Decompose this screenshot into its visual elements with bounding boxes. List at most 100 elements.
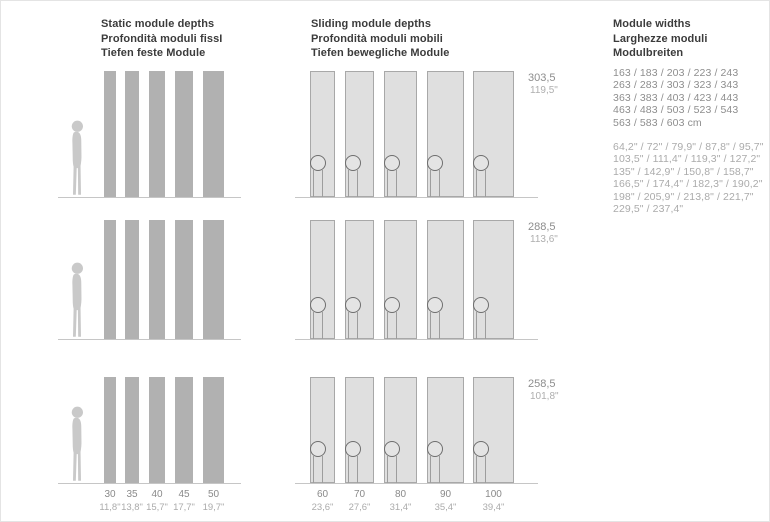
- sliding-module-panel-90cm: [427, 377, 464, 483]
- static-module-bar-40cm: [149, 71, 165, 197]
- sliding-depth-inch-label: 31,4": [389, 502, 412, 513]
- wheel-fork-line: [313, 456, 314, 483]
- static-depth-inch-label: 17,7": [173, 502, 195, 513]
- wheel-fork-line: [485, 312, 486, 339]
- sliding-depths-heading: Sliding module depths Profondità moduli …: [311, 17, 450, 61]
- sliding-wheel-icon: [345, 155, 361, 171]
- sliding-wheel-icon: [345, 297, 361, 313]
- widths-inch-line: 198" / 205,9" / 213,8" / 221,7": [613, 190, 754, 203]
- sliding-ground-line: [295, 483, 538, 484]
- sliding-wheel-icon: [427, 441, 443, 457]
- wheel-fork-line: [439, 312, 440, 339]
- wheel-fork-line: [357, 170, 358, 197]
- wheel-fork-line: [396, 312, 397, 339]
- heading-line: Modulbreiten: [613, 47, 684, 59]
- wheel-fork-line: [387, 456, 388, 483]
- widths-inch-line: 103,5" / 111,4" / 119,3" / 127,2": [613, 153, 761, 166]
- module-height-label: 288,5 113,6": [528, 221, 558, 246]
- heading-line: Static module depths: [101, 18, 215, 30]
- static-module-bar-40cm: [149, 220, 165, 339]
- static-module-bar-50cm: [203, 220, 224, 339]
- height-inch-value: 101,8": [530, 391, 559, 402]
- human-figure: [65, 262, 89, 339]
- module-widths-heading: Module widths Larghezze moduli Modulbrei…: [613, 17, 708, 61]
- wheel-fork-line: [476, 170, 477, 197]
- widths-inch-line: 166,5" / 174,4" / 182,3" / 190,2": [613, 178, 763, 191]
- module-height-label: 303,5 119,5": [528, 72, 558, 97]
- heading-line: Profondità moduli mobili: [311, 32, 443, 45]
- wheel-fork-line: [439, 456, 440, 483]
- sliding-module-panel-90cm: [427, 71, 464, 197]
- sliding-wheel-icon: [384, 297, 400, 313]
- wheel-fork-line: [387, 170, 388, 197]
- human-figure: [65, 120, 89, 197]
- static-depths-heading: Static module depths Profondità moduli f…: [101, 17, 222, 61]
- sliding-module-panel-90cm: [427, 220, 464, 339]
- sliding-module-panel-100cm: [473, 220, 514, 339]
- sliding-wheel-icon: [473, 441, 489, 457]
- widths-inch-line: 135" / 142,9" / 150,8" / 158,7": [613, 165, 754, 178]
- sliding-depth-inch-label: 27,6": [348, 502, 371, 513]
- widths-inch-line: 64,2" / 72" / 79,9" / 87,8" / 95,7": [613, 141, 764, 153]
- static-ground-line: [58, 339, 241, 340]
- static-module-bar-50cm: [203, 71, 224, 197]
- height-cm-value: 288,5: [528, 221, 556, 233]
- static-module-bar-45cm: [175, 377, 193, 483]
- wheel-fork-line: [313, 170, 314, 197]
- wheel-fork-line: [322, 312, 323, 339]
- heading-line: Tiefen feste Module: [101, 47, 206, 59]
- heading-line: Larghezze moduli: [613, 32, 708, 45]
- static-depth-inch-label: 11,8": [99, 502, 121, 513]
- human-figure: [65, 406, 89, 483]
- sliding-module-panel-80cm: [384, 220, 417, 339]
- sliding-depth-inch-label: 35,4": [434, 502, 457, 513]
- module-widths-inch-list: 64,2" / 72" / 79,9" / 87,8" / 95,7" 103,…: [613, 141, 764, 215]
- wheel-fork-line: [430, 312, 431, 339]
- wheel-fork-line: [476, 312, 477, 339]
- widths-cm-line: 363 / 383 / 403 / 423 / 443: [613, 91, 739, 104]
- sliding-module-panel-100cm: [473, 71, 514, 197]
- static-depth-cm-label: 50: [207, 489, 220, 500]
- wheel-fork-line: [322, 456, 323, 483]
- sliding-depth-cm-label: 90: [439, 489, 452, 500]
- static-depth-cm-label: 30: [104, 489, 116, 500]
- heading-line: Module widths: [613, 18, 691, 30]
- sliding-depth-cm-label: 100: [485, 489, 502, 500]
- heading-line: Tiefen bewegliche Module: [311, 47, 450, 59]
- sliding-module-panel-80cm: [384, 71, 417, 197]
- wheel-fork-line: [313, 312, 314, 339]
- sliding-depth-cm-label: 80: [394, 489, 407, 500]
- wheel-fork-line: [396, 456, 397, 483]
- wheel-fork-line: [357, 456, 358, 483]
- heading-line: Profondità moduli fissI: [101, 32, 223, 45]
- sliding-wheel-icon: [310, 297, 326, 313]
- widths-cm-line: 463 / 483 / 503 / 523 / 543: [613, 104, 739, 117]
- widths-cm-line: 263 / 283 / 303 / 323 / 343: [613, 79, 739, 92]
- wheel-fork-line: [485, 170, 486, 197]
- sliding-ground-line: [295, 339, 538, 340]
- sliding-wheel-icon: [384, 155, 400, 171]
- sliding-wheel-icon: [384, 441, 400, 457]
- wheel-fork-line: [348, 312, 349, 339]
- sliding-wheel-icon: [310, 155, 326, 171]
- module-widths-cm-list: 163 / 183 / 203 / 223 / 243 263 / 283 / …: [613, 67, 738, 129]
- sliding-module-panel-70cm: [345, 377, 374, 483]
- wheel-fork-line: [485, 456, 486, 483]
- sliding-ground-line: [295, 197, 538, 198]
- wheel-fork-line: [348, 456, 349, 483]
- static-depth-inch-label: 13,8": [121, 502, 143, 513]
- wheel-fork-line: [476, 456, 477, 483]
- height-inch-value: 113,6": [530, 234, 558, 245]
- static-module-bar-40cm: [149, 377, 165, 483]
- static-module-bar-45cm: [175, 71, 193, 197]
- sliding-module-panel-60cm: [310, 71, 335, 197]
- sliding-depth-inch-label: 39,4": [482, 502, 505, 513]
- widths-cm-line: 163 / 183 / 203 / 223 / 243: [613, 67, 739, 79]
- sliding-module-panel-70cm: [345, 220, 374, 339]
- sliding-wheel-icon: [427, 297, 443, 313]
- sliding-wheel-icon: [310, 441, 326, 457]
- wheel-fork-line: [387, 312, 388, 339]
- static-depth-inch-label: 19,7": [202, 502, 225, 513]
- static-module-bar-35cm: [125, 220, 139, 339]
